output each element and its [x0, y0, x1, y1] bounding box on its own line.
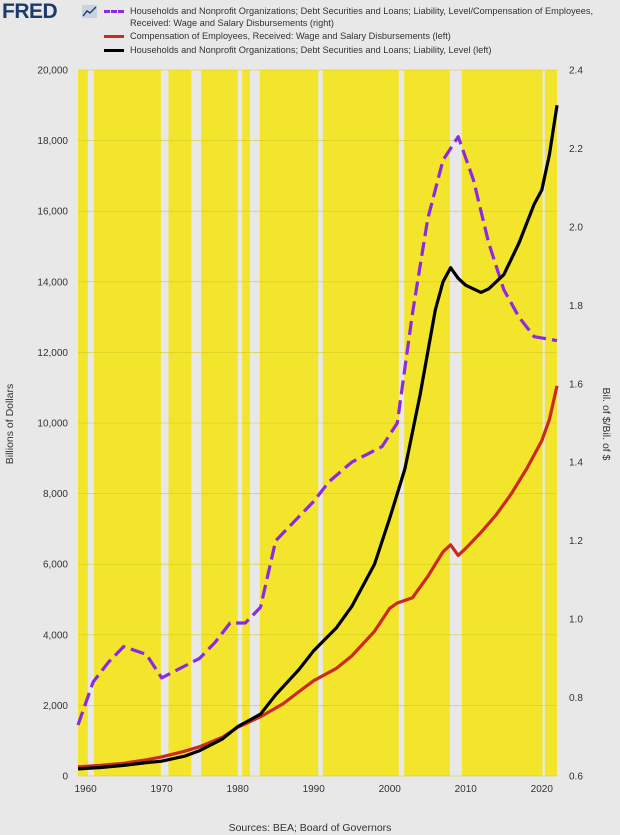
y-tick-label-left: 6,000: [43, 560, 68, 571]
y-tick-label-right: 1.0: [569, 615, 583, 626]
legend-item-debt: Households and Nonprofit Organizations; …: [104, 45, 614, 57]
y-tick-label-right: 1.4: [569, 458, 583, 469]
fred-logo[interactable]: FRED: [2, 0, 58, 23]
fred-chart-icon: [82, 5, 97, 18]
y-tick-label-right: 2.2: [569, 144, 583, 155]
legend-swatch-compensation: [104, 35, 124, 38]
x-axis-ticks: 1960 1970 1980 1990 2000 2010 2020: [74, 784, 553, 795]
y-tick-label-right: 1.6: [569, 379, 583, 390]
series-lines: [76, 105, 559, 771]
y-tick-label-right: 1.2: [569, 536, 583, 547]
right-axis-title: Bil. of $/Bil. of $: [600, 387, 612, 461]
legend-label-compensation: Compensation of Employees, Received: Wag…: [130, 31, 451, 41]
legend-label-ratio: Households and Nonprofit Organizations; …: [130, 6, 594, 28]
x-tick-label: 1970: [151, 784, 174, 795]
y-tick-label-left: 14,000: [37, 277, 68, 288]
y-tick-label-left: 12,000: [37, 348, 68, 359]
y-tick-label-left: 0: [62, 772, 68, 783]
x-tick-label: 1990: [303, 784, 326, 795]
x-tick-label: 1980: [227, 784, 250, 795]
legend-swatch-ratio: [104, 10, 124, 13]
x-tick-label: 2010: [455, 784, 478, 795]
y-tick-label-left: 4,000: [43, 630, 68, 641]
y-tick-label-left: 18,000: [37, 136, 68, 147]
gridlines: [78, 69, 557, 777]
y-tick-label-right: 0.8: [569, 693, 583, 704]
y-tick-label-right: 0.6: [569, 772, 583, 783]
x-tick-label: 1960: [74, 784, 97, 795]
chart-legend: Households and Nonprofit Organizations; …: [104, 6, 614, 58]
left-y-axis-ticks: 0 2,000 4,000 6,000 8,000 10,000 12,000 14,000 1…: [37, 66, 68, 783]
y-tick-label-right: 1.8: [569, 301, 583, 312]
series-line-2: [77, 105, 559, 771]
y-tick-label-left: 2,000: [43, 701, 68, 712]
y-tick-label-left: 20,000: [37, 66, 68, 77]
y-tick-label-left: 8,000: [43, 489, 68, 500]
x-tick-label: 2000: [379, 784, 402, 795]
series-line-1: [77, 385, 559, 769]
legend-item-compensation: Compensation of Employees, Received: Wag…: [104, 31, 614, 43]
x-tick-label: 2020: [531, 784, 554, 795]
legend-item-ratio: Households and Nonprofit Organizations; …: [104, 6, 614, 29]
legend-swatch-debt: [104, 48, 124, 52]
legend-label-debt: Households and Nonprofit Organizations; …: [130, 44, 492, 55]
y-tick-label-left: 10,000: [37, 419, 68, 430]
right-y-axis-ticks: 0.6 0.8 1.0 1.2 1.4 1.6 1.8 2.0 2.2 2.4: [569, 66, 583, 783]
y-tick-label-left: 16,000: [37, 207, 68, 218]
y-tick-label-right: 2.0: [569, 222, 583, 233]
left-axis-title: Billions of Dollars: [4, 383, 16, 465]
series-line-0: [76, 135, 558, 726]
y-tick-label-right: 2.4: [569, 66, 583, 77]
sources-note: Sources: BEA; Board of Governors: [228, 822, 392, 834]
